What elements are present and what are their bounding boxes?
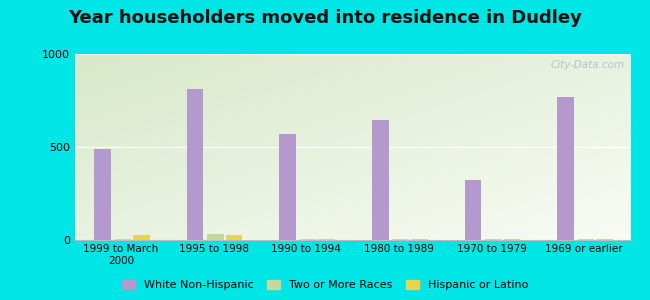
Bar bbox=[318, 239, 335, 240]
Bar bbox=[94, 149, 111, 240]
Bar bbox=[465, 179, 482, 240]
Bar bbox=[578, 239, 594, 240]
Bar bbox=[411, 239, 428, 240]
Bar bbox=[133, 235, 150, 240]
Bar bbox=[187, 89, 203, 240]
Bar bbox=[372, 120, 389, 240]
Bar bbox=[114, 238, 131, 240]
Bar bbox=[226, 235, 242, 240]
Text: Year householders moved into residence in Dudley: Year householders moved into residence i… bbox=[68, 9, 582, 27]
Bar bbox=[557, 97, 574, 240]
Bar bbox=[393, 239, 409, 240]
Bar bbox=[207, 234, 224, 240]
Bar bbox=[596, 239, 613, 240]
Legend: White Non-Hispanic, Two or More Races, Hispanic or Latino: White Non-Hispanic, Two or More Races, H… bbox=[117, 275, 533, 294]
Bar bbox=[485, 239, 502, 240]
Text: City-Data.com: City-Data.com bbox=[551, 60, 625, 70]
Bar bbox=[504, 239, 520, 240]
Bar bbox=[280, 134, 296, 240]
Bar bbox=[300, 239, 317, 240]
